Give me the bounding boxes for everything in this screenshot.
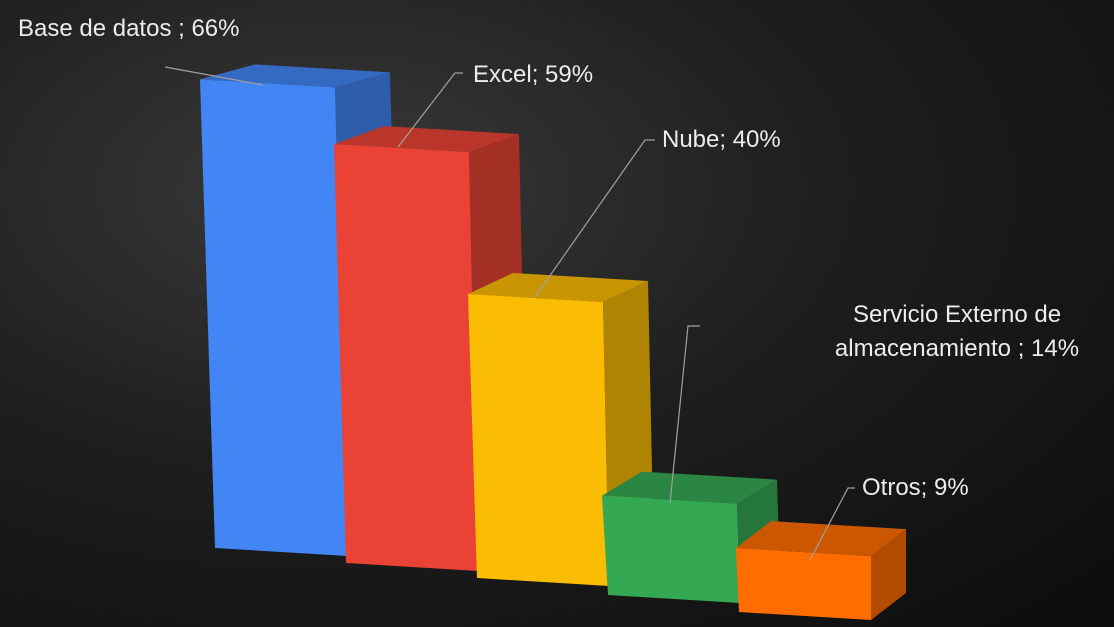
bar-top [602,471,777,504]
leader-line [669,325,700,504]
leader-line [397,72,463,148]
data-label: Excel; 59% [473,61,594,88]
bar-top [334,126,519,153]
bar [736,548,871,620]
leader-line [534,139,655,298]
data-label: Nube; 40% [662,126,781,153]
bar [602,495,740,603]
data-label: Servicio Externo de almacenamiento ; 14% [834,301,1080,362]
bar-top [468,273,648,302]
bar [468,294,609,586]
data-label: Otros; 9% [862,474,969,501]
bar [200,79,347,557]
data-label: Base de datos ; 66% [18,15,240,42]
bar [334,144,478,571]
leader-line [809,487,855,561]
bar-side [871,529,906,620]
leader-line [164,66,264,86]
